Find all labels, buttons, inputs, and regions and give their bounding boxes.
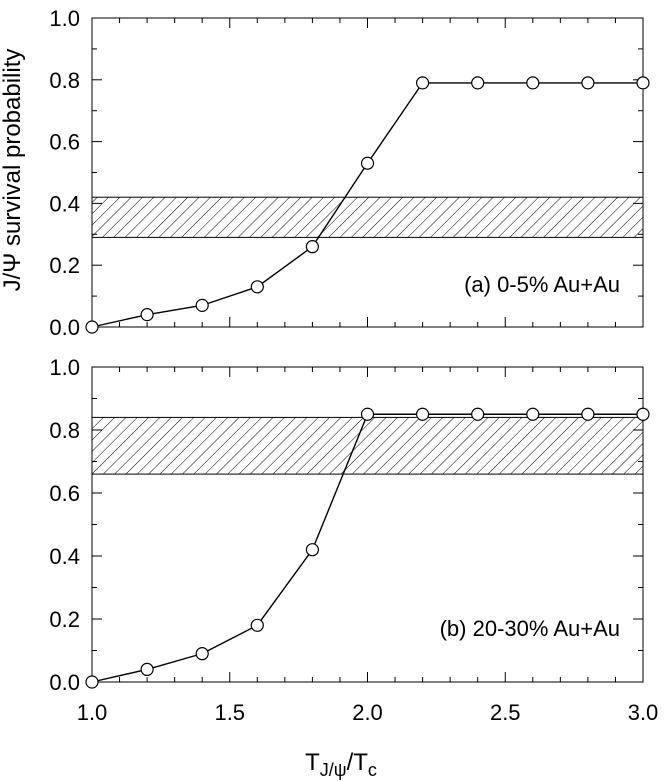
- data-point: [636, 76, 650, 90]
- x-axis-title: TJ/ψ/Tc: [305, 749, 377, 780]
- data-point: [195, 298, 209, 312]
- data-point: [305, 240, 319, 254]
- x-tick-labels: 1.0 1.5 2.0 2.5 3.0: [77, 700, 659, 725]
- y-tick-label: 0.8: [49, 418, 80, 443]
- data-band: [91, 196, 644, 238]
- y-tick-label: 0.0: [49, 315, 80, 340]
- data-point: [360, 407, 375, 421]
- y-tick-label: 0.6: [49, 130, 80, 155]
- x-tick-label: 3.0: [628, 700, 659, 725]
- data-point: [581, 407, 595, 421]
- data-point: [360, 156, 375, 170]
- y-tick-label: 0.2: [49, 607, 80, 632]
- data-point: [526, 76, 540, 90]
- data-point: [250, 280, 264, 294]
- x-tick-label: 1.5: [214, 700, 245, 725]
- panel-annotation: (a) 0-5% Au+Au: [464, 272, 620, 297]
- y-tick-label: 0.0: [49, 670, 80, 695]
- panel-a: 0.0 0.2 0.4 0.6 0.8 1.0 (a) 0-5% Au+Au: [49, 6, 650, 340]
- x-axis-title-sub: J/ψ: [320, 760, 347, 780]
- x-tick-label: 1.0: [77, 700, 108, 725]
- x-tick-label: 2.0: [352, 700, 383, 725]
- data-band: [91, 416, 644, 475]
- data-point: [85, 675, 99, 689]
- data-point: [471, 407, 485, 421]
- panel-b: 0.0 0.2 0.4 0.6 0.8 1.0 (b) 20-30% Au+Au: [49, 355, 650, 695]
- data-point: [581, 76, 595, 90]
- y-axis-title: J/Ψ survival probability: [0, 49, 26, 292]
- y-tick-label: 0.6: [49, 481, 80, 506]
- y-tick-label: 0.4: [49, 544, 80, 569]
- data-point: [85, 320, 99, 334]
- y-tick-label: 0.2: [49, 253, 80, 278]
- data-point: [305, 543, 319, 557]
- x-axis-title-sub2: c: [368, 760, 377, 780]
- data-point: [250, 618, 264, 632]
- data-point: [636, 407, 650, 421]
- data-point: [471, 76, 485, 90]
- panel-annotation: (b) 20-30% Au+Au: [440, 616, 620, 641]
- y-tick-label: 0.8: [49, 68, 80, 93]
- x-axis-title-mid: /T: [347, 749, 369, 776]
- x-axis-title-main: T: [305, 749, 320, 776]
- y-tick-label: 1.0: [49, 355, 80, 380]
- x-tick-label: 2.5: [490, 700, 521, 725]
- data-point: [416, 76, 430, 90]
- data-point: [140, 308, 154, 322]
- y-tick-label: 0.4: [49, 191, 80, 216]
- data-point: [195, 647, 209, 661]
- data-point: [416, 407, 430, 421]
- data-point: [140, 662, 154, 677]
- data-point: [526, 407, 540, 421]
- y-tick-label: 1.0: [49, 6, 80, 31]
